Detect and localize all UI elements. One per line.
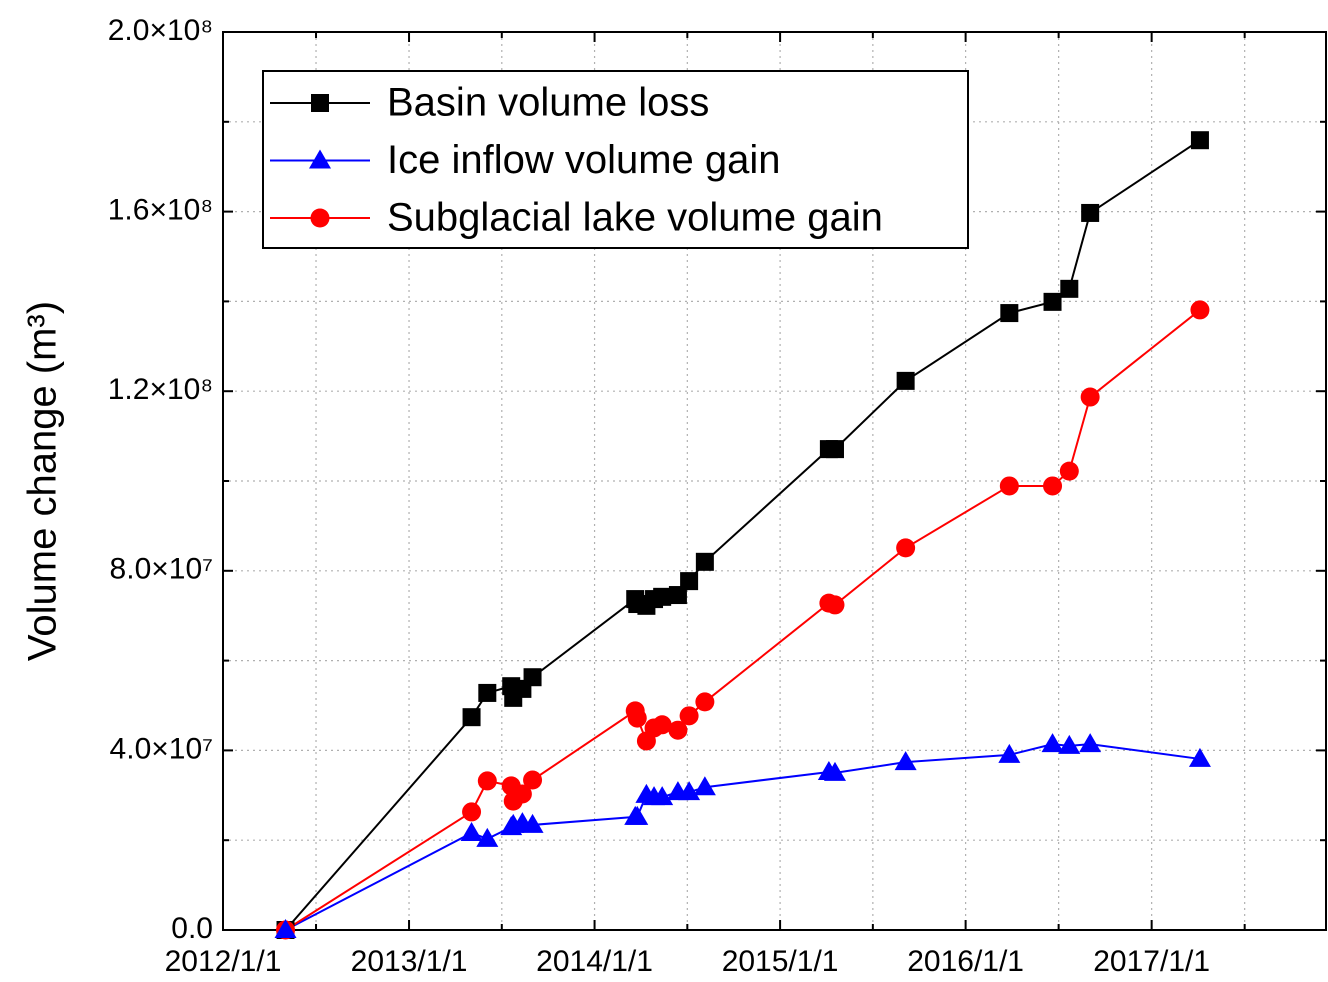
marker xyxy=(477,771,497,791)
marker xyxy=(478,683,497,702)
marker xyxy=(823,761,846,781)
marker xyxy=(679,706,699,726)
marker xyxy=(1000,304,1019,323)
marker xyxy=(462,802,482,822)
marker xyxy=(896,371,915,390)
marker xyxy=(521,813,544,833)
legend-box xyxy=(262,70,969,249)
marker xyxy=(1043,476,1063,496)
legend-marker xyxy=(309,149,331,169)
marker xyxy=(653,587,672,606)
legend-marker xyxy=(310,208,330,228)
y-axis-label: Volume change (m³) xyxy=(21,301,65,661)
legend-marker xyxy=(311,94,329,112)
marker xyxy=(1188,747,1211,767)
marker xyxy=(476,827,499,847)
marker xyxy=(274,919,297,938)
marker xyxy=(1081,203,1100,222)
marker xyxy=(668,720,688,740)
marker xyxy=(680,572,699,591)
marker xyxy=(651,786,674,806)
x-tick-label: 2013/1/1 xyxy=(351,945,468,978)
marker xyxy=(695,692,715,712)
marker xyxy=(668,586,687,605)
y-tick-label: 2.0×10⁸ xyxy=(108,14,213,47)
marker xyxy=(523,770,543,790)
marker xyxy=(825,440,844,459)
marker xyxy=(1059,461,1079,481)
marker xyxy=(1190,300,1210,320)
marker xyxy=(678,781,701,801)
marker xyxy=(462,708,481,727)
legend-label: Subglacial lake volume gain xyxy=(387,196,883,240)
marker xyxy=(695,552,714,571)
marker xyxy=(998,743,1021,763)
marker xyxy=(1079,733,1102,753)
y-tick-label: 1.6×10⁸ xyxy=(108,194,213,227)
marker xyxy=(1043,292,1062,311)
marker xyxy=(1080,387,1100,407)
marker xyxy=(1060,279,1079,298)
x-tick-label: 2015/1/1 xyxy=(722,945,839,978)
marker xyxy=(1041,733,1064,753)
marker xyxy=(1190,131,1209,150)
x-tick-label: 2012/1/1 xyxy=(165,945,282,978)
marker xyxy=(693,776,716,796)
legend-label: Ice inflow volume gain xyxy=(387,138,781,182)
marker xyxy=(825,595,845,615)
legend-label: Basin volume loss xyxy=(387,81,709,125)
x-tick-label: 2014/1/1 xyxy=(536,945,653,978)
y-tick-label: 4.0×10⁷ xyxy=(110,732,213,765)
y-tick-label: 1.2×10⁸ xyxy=(108,373,213,406)
marker xyxy=(627,708,647,728)
legend: Basin volume loss Ice inflow volume gain S… xyxy=(262,70,969,249)
series-line xyxy=(284,139,1201,931)
marker xyxy=(523,668,542,687)
marker xyxy=(894,751,917,771)
plot-frame xyxy=(222,31,1327,931)
marker xyxy=(1058,734,1081,754)
marker xyxy=(652,715,672,735)
series-line xyxy=(284,309,1201,931)
y-tick-label: 8.0×10⁷ xyxy=(110,553,213,586)
x-tick-label: 2017/1/1 xyxy=(1093,945,1210,978)
x-tick-label: 2016/1/1 xyxy=(907,945,1024,978)
y-tick-label: 0.0 xyxy=(171,912,213,945)
marker xyxy=(999,476,1019,496)
marker xyxy=(626,805,649,825)
marker xyxy=(896,538,916,558)
marker xyxy=(460,822,483,842)
marker xyxy=(512,784,532,804)
